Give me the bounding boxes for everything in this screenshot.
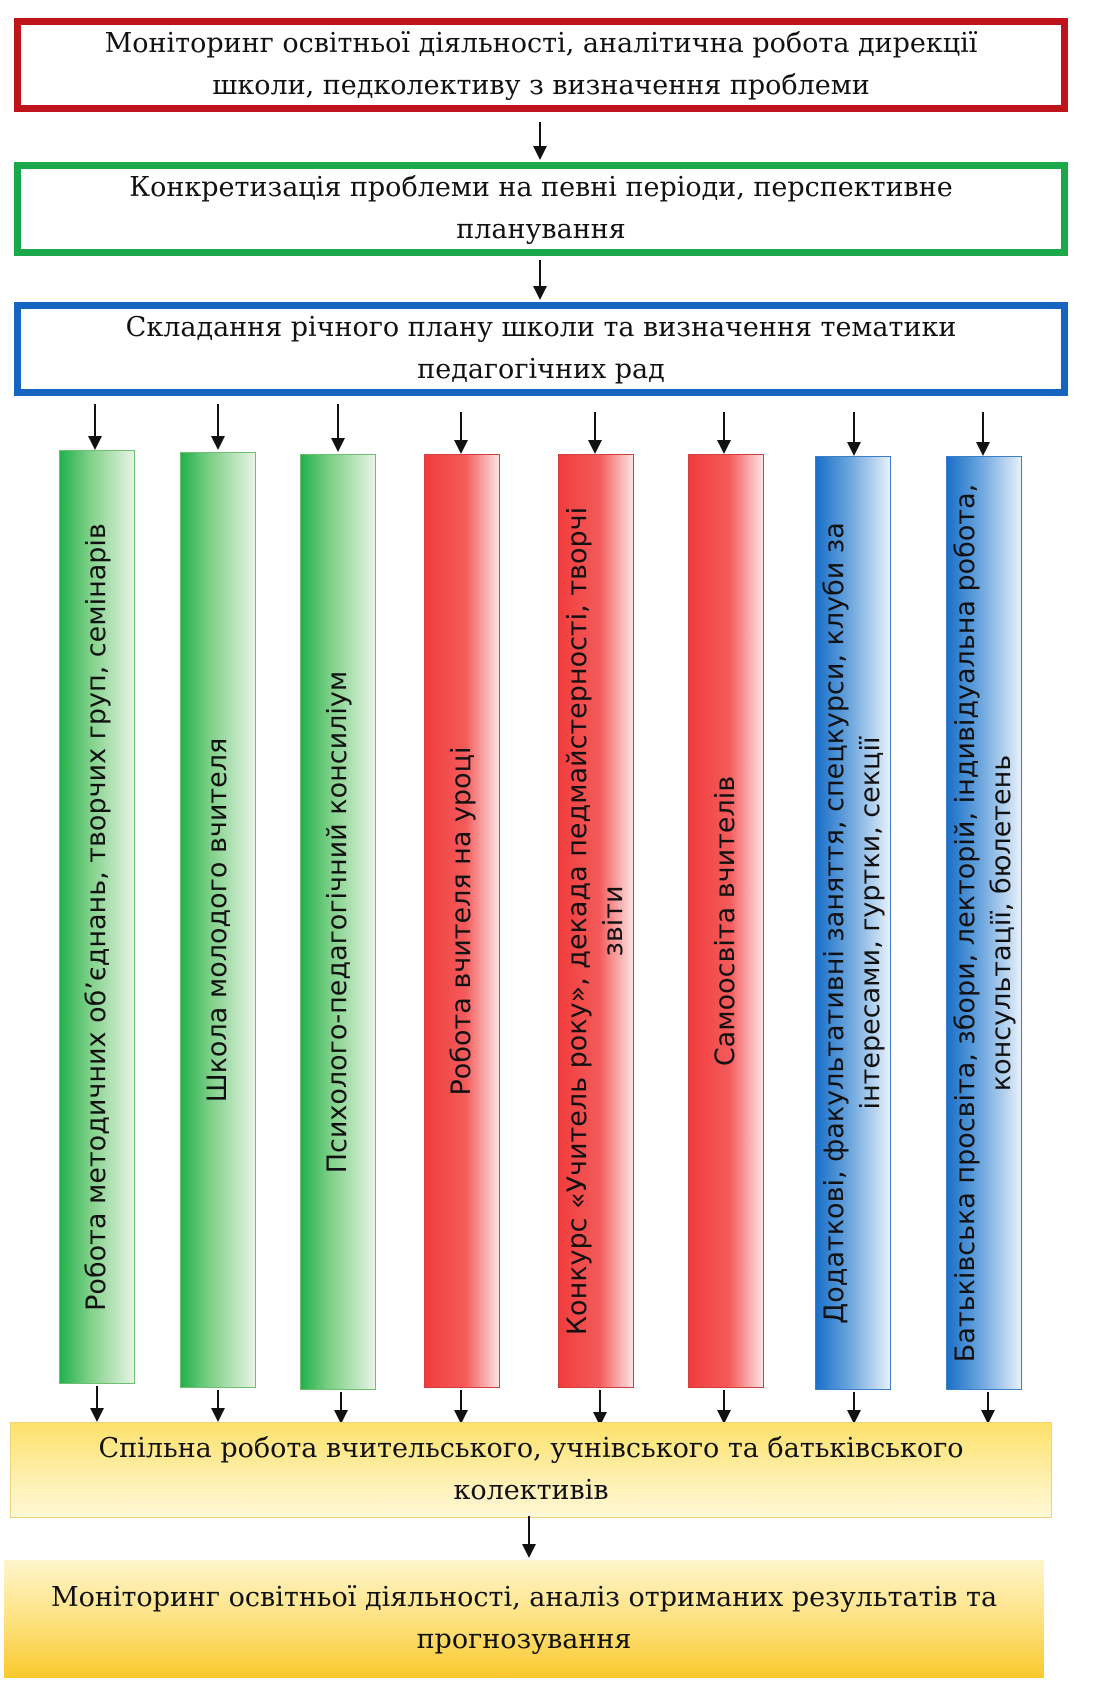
column-teacher-of-year-contest: Конкурс «Учитель року», декада педмайсте… (558, 454, 634, 1388)
column-teacher-self-education: Самоосвіта вчителів (688, 454, 764, 1388)
column-label: Робота методичних об’єднань, творчих гру… (81, 523, 112, 1311)
column-extra-classes-clubs: Додаткові, факультативні заняття, спецку… (815, 456, 891, 1390)
concretization-text: Конкретизація проблеми на певні періоди,… (129, 172, 953, 245)
column-psycho-pedagogical-council: Психолого-педагогічний консиліум (300, 454, 376, 1390)
column-label: Конкурс «Учитель року», декада педмайсте… (562, 506, 629, 1336)
column-parent-education: Батьківська просвіта, збори, лекторій, і… (946, 456, 1022, 1390)
column-label: Самоосвіта вчителів (710, 775, 741, 1067)
joint-work-box: Спільна робота вчительського, учнівськог… (10, 1422, 1052, 1518)
column-label: Школа молодого вчителя (202, 737, 233, 1103)
monitoring-box: Моніторинг освітньої діяльності, аналіти… (14, 18, 1068, 112)
column-label: Робота вчителя на уроці (446, 746, 477, 1096)
joint-work-text: Спільна робота вчительського, учнівськог… (98, 1433, 964, 1506)
column-label: Психолого-педагогічний консиліум (322, 670, 353, 1174)
column-label: Батьківська просвіта, збори, лекторій, і… (950, 483, 1017, 1363)
monitoring-text: Моніторинг освітньої діяльності, аналіти… (104, 28, 978, 101)
annual-plan-box: Складання річного плану школи та визначе… (14, 302, 1068, 396)
concretization-box: Конкретизація проблеми на певні періоди,… (14, 162, 1068, 256)
final-monitoring-text: Моніторинг освітньої діяльності, аналіз … (50, 1582, 998, 1655)
column-methodical-associations: Робота методичних об’єднань, творчих гру… (59, 450, 135, 1384)
column-label: Додаткові, факультативні заняття, спецку… (819, 522, 886, 1324)
column-young-teacher-school: Школа молодого вчителя (180, 452, 256, 1388)
annual-plan-text: Складання річного плану школи та визначе… (125, 312, 957, 385)
column-teacher-lesson-work: Робота вчителя на уроці (424, 454, 500, 1388)
final-monitoring-box: Моніторинг освітньої діяльності, аналіз … (4, 1560, 1044, 1678)
